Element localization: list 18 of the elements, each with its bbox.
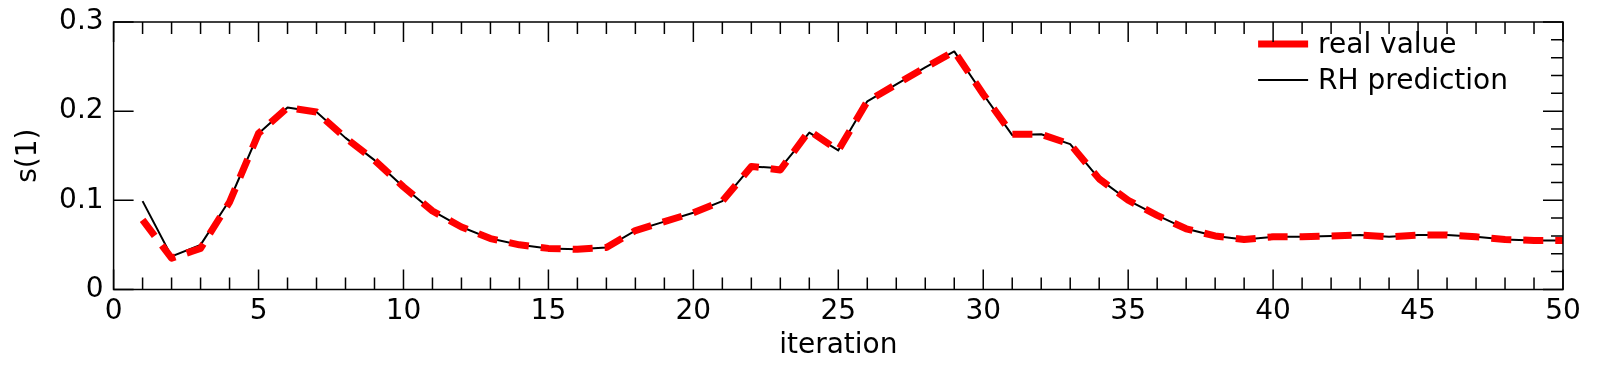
x-tick-label: 5 <box>249 292 268 326</box>
x-tick-label: 15 <box>530 292 567 326</box>
x-tick-label: 45 <box>1400 292 1436 326</box>
y-tick-label: 0.3 <box>59 3 104 37</box>
x-axis-title: iteration <box>779 327 898 361</box>
x-tick-label: 35 <box>1110 292 1146 326</box>
legend-label: real value <box>1318 27 1457 61</box>
x-tick-label: 10 <box>385 292 422 326</box>
x-tick-label: 25 <box>820 292 857 326</box>
y-tick-label: 0.1 <box>59 181 104 215</box>
x-tick-label: 30 <box>965 292 1002 326</box>
y-axis-title: s(1) <box>10 128 44 183</box>
y-tick-label: 0 <box>85 270 104 304</box>
x-tick-label: 40 <box>1255 292 1291 326</box>
legend-label: RH prediction <box>1318 63 1508 97</box>
x-tick-label: 50 <box>1545 292 1581 326</box>
x-tick-label: 20 <box>675 292 712 326</box>
y-tick-label: 0.2 <box>59 92 104 126</box>
